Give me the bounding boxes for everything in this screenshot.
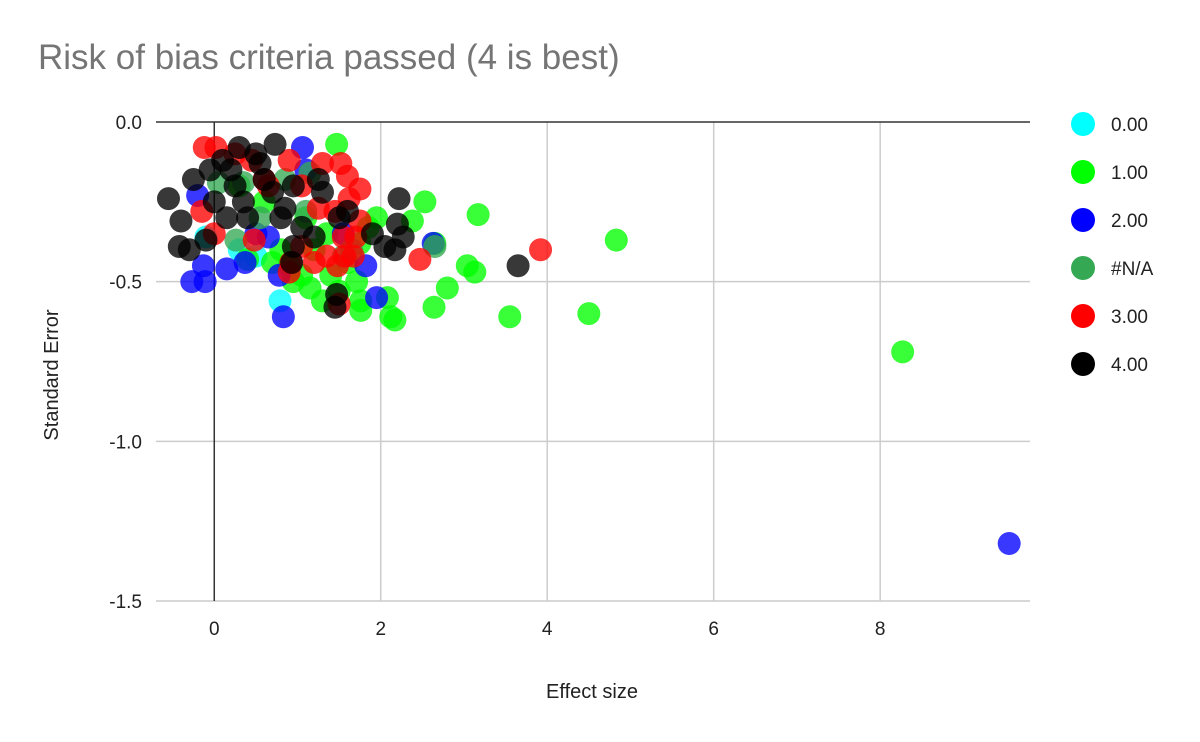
legend-marker bbox=[1071, 160, 1095, 184]
legend-marker bbox=[1071, 352, 1095, 376]
x-axis-title: Effect size bbox=[546, 681, 638, 703]
data-point-4-00 bbox=[273, 196, 297, 220]
data-point-n-a bbox=[423, 235, 447, 259]
data-point-4-00 bbox=[327, 206, 351, 230]
data-point-n-a bbox=[224, 228, 248, 252]
data-point-1-00 bbox=[413, 190, 437, 214]
data-point-3-00 bbox=[529, 238, 553, 262]
data-point-1-00 bbox=[463, 260, 487, 284]
data-point-4-00 bbox=[506, 254, 530, 278]
legend-label: 1.00 bbox=[1111, 163, 1148, 184]
legend-label: #N/A bbox=[1111, 259, 1154, 280]
data-point-4-00 bbox=[323, 295, 347, 319]
data-point-4-00 bbox=[290, 215, 314, 239]
x-tick-label: 6 bbox=[708, 619, 719, 640]
data-point-2-00 bbox=[271, 305, 295, 329]
y-axis-title: Standard Error bbox=[41, 309, 63, 441]
data-point-2-00 bbox=[365, 286, 389, 310]
legend-label: 4.00 bbox=[1111, 355, 1148, 376]
data-point-1-00 bbox=[604, 228, 628, 252]
data-point-4-00 bbox=[169, 209, 193, 233]
legend-marker bbox=[1071, 256, 1095, 280]
data-point-4-00 bbox=[194, 228, 218, 252]
data-point-4-00 bbox=[177, 238, 201, 262]
data-point-2-00 bbox=[191, 254, 215, 278]
data-point-1-00 bbox=[891, 340, 915, 364]
legend-marker bbox=[1071, 304, 1095, 328]
data-point-4-00 bbox=[215, 206, 239, 230]
data-point-1-00 bbox=[435, 276, 459, 300]
x-tick-label: 2 bbox=[375, 619, 386, 640]
data-point-4-00 bbox=[281, 235, 305, 259]
data-points bbox=[156, 132, 1021, 556]
data-point-4-00 bbox=[202, 190, 226, 214]
legend-marker bbox=[1071, 112, 1095, 136]
data-point-4-00 bbox=[248, 152, 272, 176]
y-tick-label: -1.0 bbox=[109, 432, 142, 453]
data-point-4-00 bbox=[310, 180, 334, 204]
data-point-4-00 bbox=[263, 132, 287, 156]
chart-title: Risk of bias criteria passed (4 is best) bbox=[38, 38, 620, 77]
legend-label: 3.00 bbox=[1111, 307, 1148, 328]
legend: 0.00 1.00 2.00 #N/A 3.00 4.00 bbox=[1071, 112, 1154, 376]
y-tick-label: 0.0 bbox=[116, 113, 142, 134]
x-tick-label: 0 bbox=[209, 619, 220, 640]
legend-label: 2.00 bbox=[1111, 211, 1148, 232]
data-point-4-00 bbox=[198, 158, 222, 182]
data-point-1-00 bbox=[349, 298, 373, 322]
data-point-4-00 bbox=[391, 225, 415, 249]
data-point-2-00 bbox=[233, 251, 257, 275]
data-point-3-00 bbox=[325, 254, 349, 278]
data-point-1-00 bbox=[466, 203, 490, 227]
legend-marker bbox=[1071, 208, 1095, 232]
data-point-3-00 bbox=[408, 247, 432, 271]
x-tick-label: 4 bbox=[542, 619, 553, 640]
data-point-1-00 bbox=[422, 295, 446, 319]
data-point-3-00 bbox=[242, 228, 266, 252]
data-point-4-00 bbox=[387, 187, 411, 211]
data-point-3-00 bbox=[302, 251, 326, 275]
y-tick-label: -1.5 bbox=[109, 592, 142, 613]
data-point-4-00 bbox=[156, 187, 180, 211]
data-point-1-00 bbox=[325, 132, 349, 156]
data-point-3-00 bbox=[277, 148, 301, 172]
tick-labels: 0.0 -0.5 -1.0 -1.5 0 2 4 6 8 bbox=[109, 113, 885, 640]
y-tick-label: -0.5 bbox=[109, 273, 142, 294]
data-point-2-00 bbox=[997, 532, 1021, 556]
data-point-4-00 bbox=[281, 174, 305, 198]
data-point-1-00 bbox=[577, 302, 601, 326]
data-point-1-00 bbox=[498, 305, 522, 329]
data-point-1-00 bbox=[383, 308, 407, 332]
data-point-4-00 bbox=[223, 174, 247, 198]
data-point-2-00 bbox=[215, 257, 239, 281]
data-point-4-00 bbox=[181, 167, 205, 191]
legend-label: 0.00 bbox=[1111, 115, 1148, 136]
x-tick-label: 8 bbox=[875, 619, 886, 640]
